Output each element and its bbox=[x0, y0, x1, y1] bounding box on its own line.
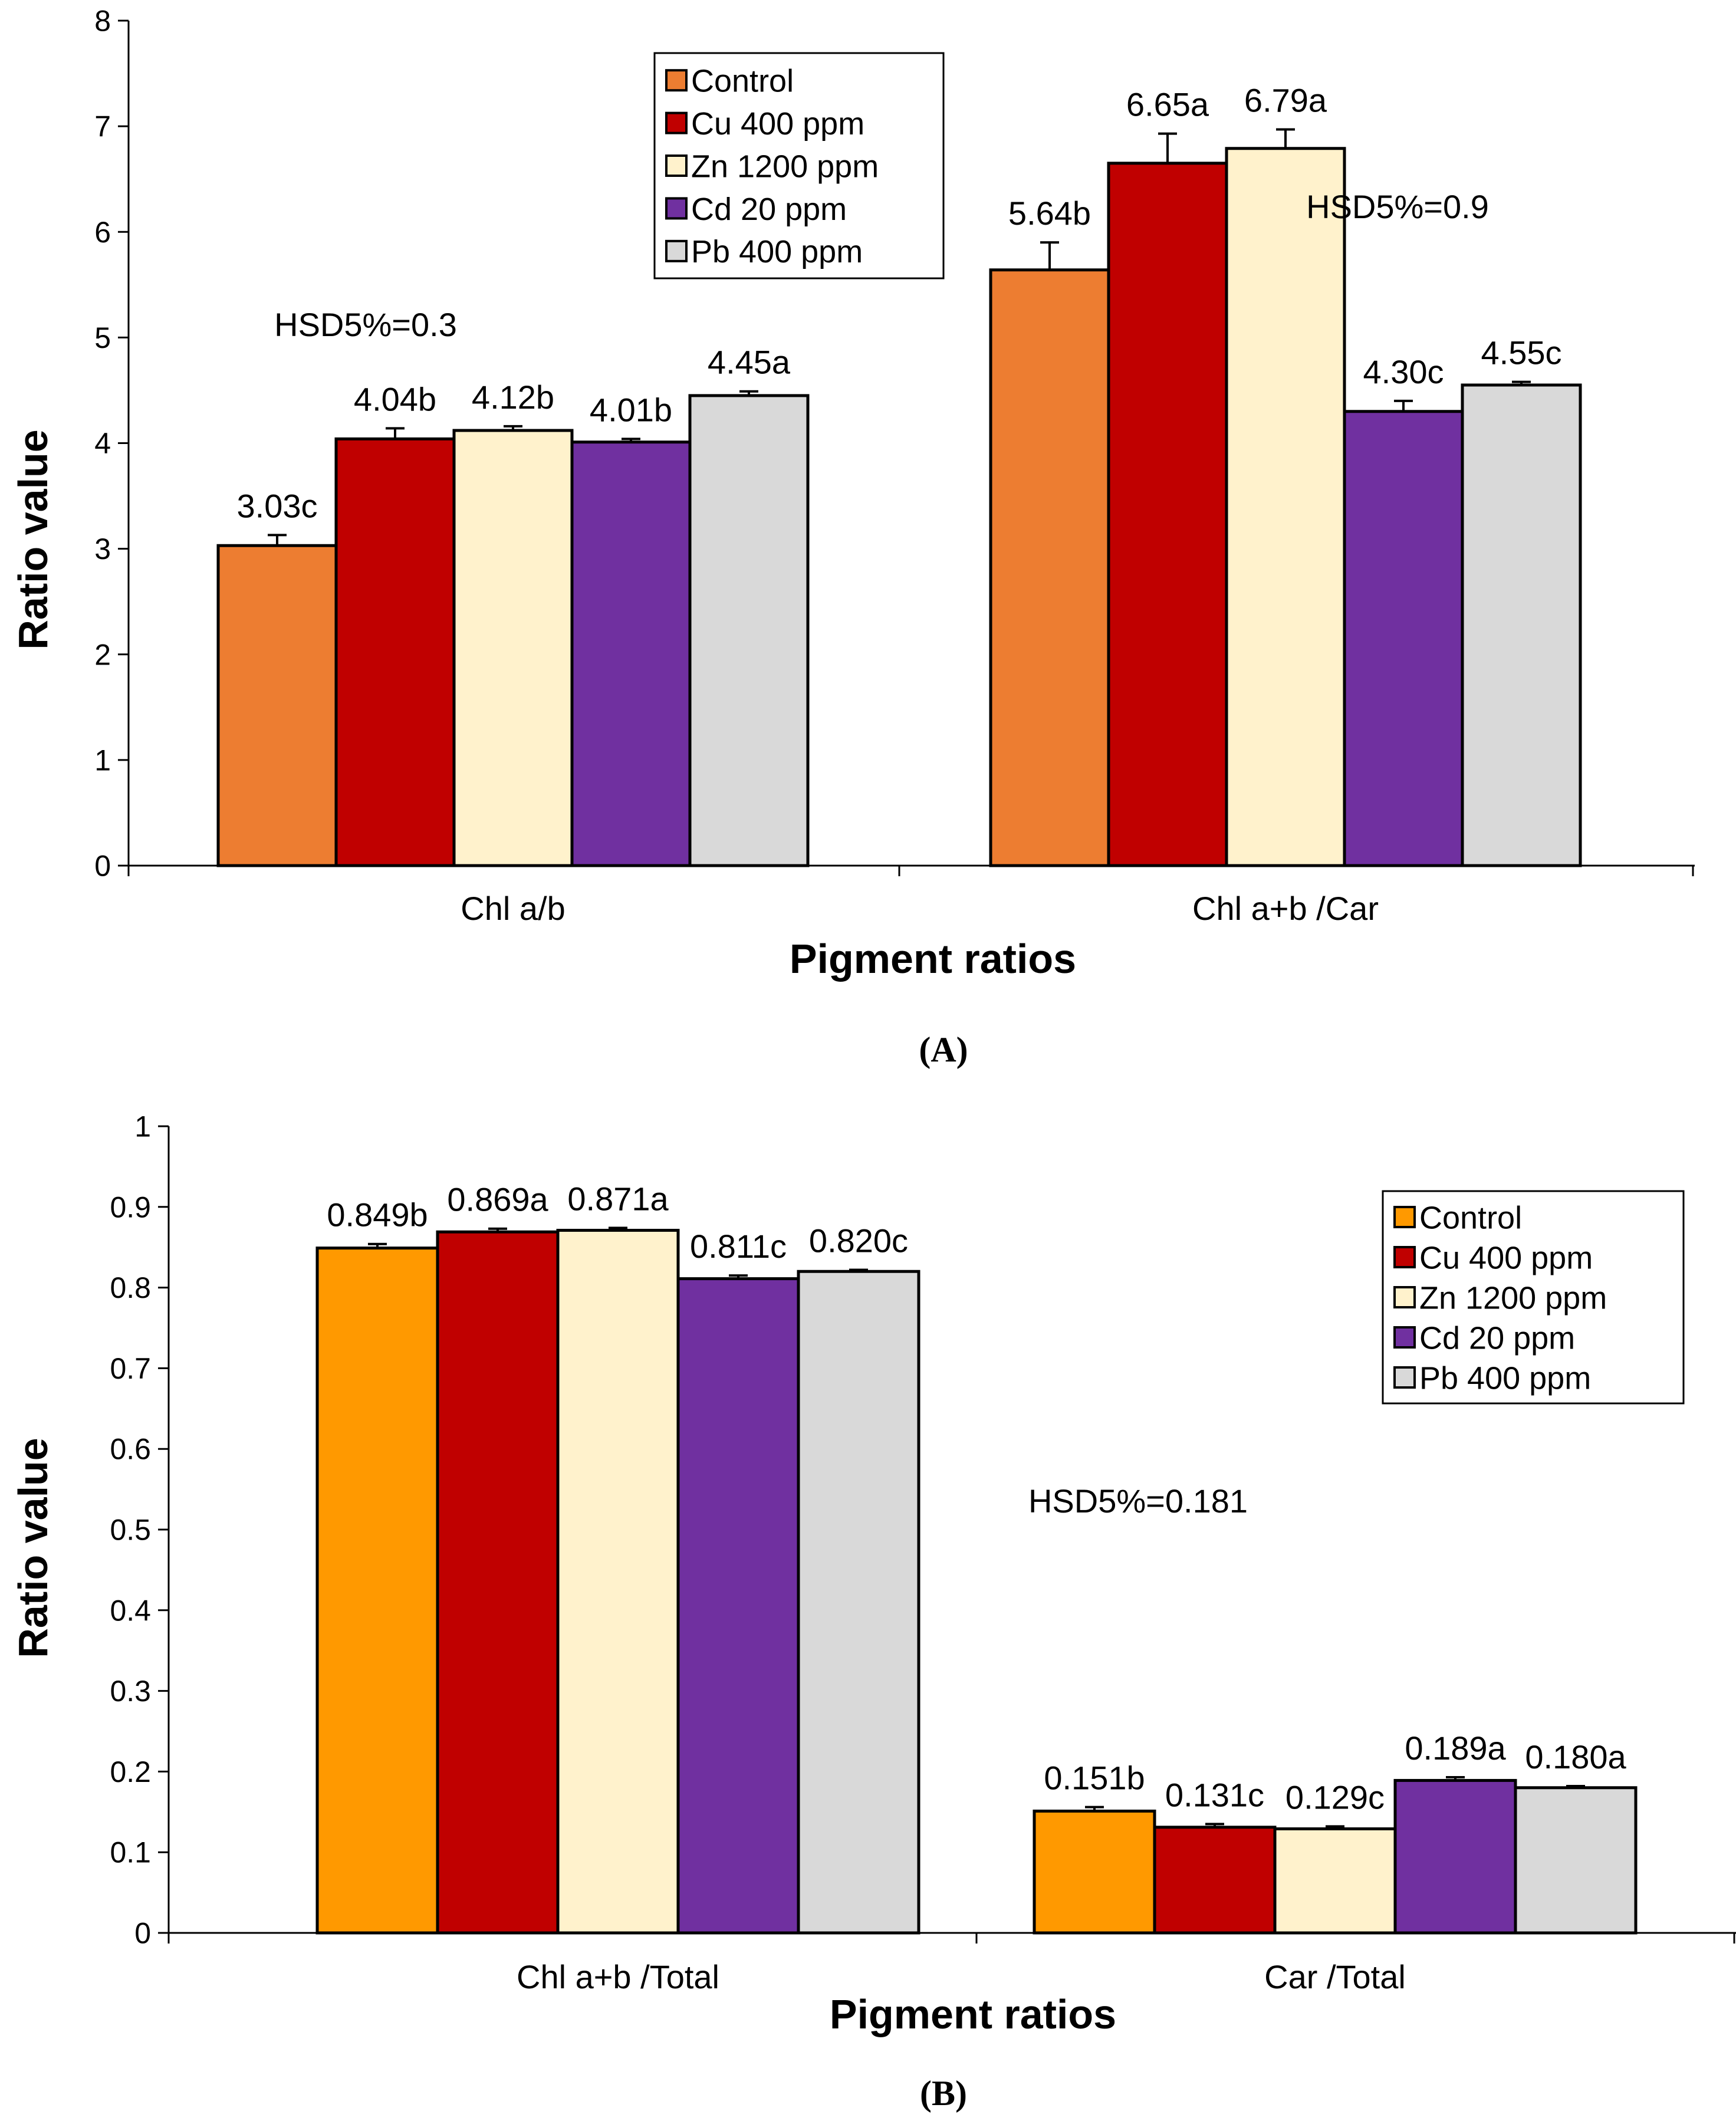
chart-2-data-label: 0.189a bbox=[1405, 1729, 1506, 1767]
chart-2-hsd-annotation: HSD5%=0.181 bbox=[1028, 1482, 1248, 1520]
chart-2-legend-swatch-zn-1200-ppm bbox=[1393, 1286, 1416, 1308]
chart-1-data-label: 4.55c bbox=[1481, 334, 1562, 371]
chart-1-x-tick-label: Chl a+b /Car bbox=[1192, 890, 1379, 927]
chart-2-y-tick-label: 0.5 bbox=[110, 1514, 151, 1547]
chart-2-legend-label-cd-20-ppm: Cd 20 ppm bbox=[1419, 1320, 1575, 1356]
chart-2-y-tick-label: 0.4 bbox=[110, 1594, 151, 1627]
chart-1-legend-swatch-cu-400-ppm bbox=[665, 111, 688, 134]
chart-2-bar-control-chl-a-b-total bbox=[315, 1247, 439, 1935]
chart-2-legend-swatch-control bbox=[1393, 1206, 1416, 1228]
chart-1-bar-cd-20-ppm-chl-a-b-car bbox=[1343, 410, 1464, 867]
chart-1-hsd-annotation: HSD5%=0.9 bbox=[1306, 188, 1489, 225]
chart-2-y-tick-label: 0.1 bbox=[110, 1836, 151, 1869]
chart-1-bar-control-chl-a-b bbox=[216, 544, 338, 867]
chart-2-y-tick-label: 0.8 bbox=[110, 1271, 151, 1304]
chart-1-legend-swatch-control bbox=[665, 69, 688, 92]
chart-1-legend-swatch-pb-400-ppm bbox=[665, 239, 688, 262]
chart-1-legend-swatch-cd-20-ppm bbox=[665, 197, 688, 220]
chart-1-legend-label-zn-1200-ppm: Zn 1200 ppm bbox=[691, 149, 879, 184]
chart-2-bar-cu-400-ppm-car-total bbox=[1153, 1826, 1277, 1935]
chart-1-y-tick-label: 3 bbox=[94, 532, 111, 565]
chart-1-x-tick-label: Chl a/b bbox=[461, 890, 565, 927]
chart-1-data-label: 4.45a bbox=[708, 344, 791, 381]
chart-2-legend-box bbox=[1382, 1190, 1685, 1405]
chart-1-data-label: 3.03c bbox=[237, 487, 318, 524]
chart-2-data-label: 0.180a bbox=[1525, 1738, 1626, 1775]
chart-2-bar-zn-1200-ppm-chl-a-b-total bbox=[556, 1228, 680, 1935]
chart-2-legend-label-pb-400-ppm: Pb 400 ppm bbox=[1419, 1360, 1591, 1396]
chart-2-y-axis-title: Ratio value bbox=[10, 1438, 56, 1658]
chart-1-y-tick-label: 8 bbox=[94, 5, 111, 38]
chart-1-bar-pb-400-ppm-chl-a-b-car bbox=[1461, 383, 1582, 867]
chart-1-y-tick-label: 1 bbox=[94, 744, 111, 777]
chart-2-legend-label-control: Control bbox=[1419, 1200, 1522, 1235]
chart-2-bar-control-car-total bbox=[1033, 1809, 1156, 1935]
chart-1-hsd-annotation: HSD5%=0.3 bbox=[274, 306, 457, 343]
chart-2-data-label: 0.849b bbox=[327, 1196, 428, 1234]
chart-1-legend-box bbox=[653, 52, 945, 279]
chart-1-bar-cd-20-ppm-chl-a-b bbox=[570, 440, 692, 867]
chart-1-legend-swatch-zn-1200-ppm bbox=[665, 154, 688, 177]
chart-2-y-tick-label: 0.7 bbox=[110, 1352, 151, 1385]
chart-2-x-tick-label: Car /Total bbox=[1264, 1958, 1406, 1995]
chart-1-y-tick-label: 5 bbox=[94, 321, 111, 354]
chart-1-legend-label-cd-20-ppm: Cd 20 ppm bbox=[691, 192, 847, 227]
chart-1-bar-control-chl-a-b-car bbox=[989, 268, 1110, 867]
chart-1-bar-cu-400-ppm-chl-a-b-car bbox=[1107, 162, 1228, 867]
chart-1-data-label: 5.64b bbox=[1008, 195, 1091, 232]
chart-2-y-tick-label: 0.6 bbox=[110, 1433, 151, 1466]
chart-1-data-label: 6.79a bbox=[1244, 81, 1327, 119]
chart-1-legend-label-cu-400-ppm: Cu 400 ppm bbox=[691, 106, 864, 142]
chart-1-y-tick-label: 6 bbox=[94, 216, 111, 249]
chart-2-bar-cd-20-ppm-car-total bbox=[1393, 1778, 1517, 1935]
chart-1-y-tick-label: 0 bbox=[94, 850, 111, 883]
chart-2-bar-cd-20-ppm-chl-a-b-total bbox=[676, 1277, 800, 1935]
chart-2-x-axis-title: Pigment ratios bbox=[830, 1991, 1116, 2037]
chart-2-bar-zn-1200-ppm-car-total bbox=[1273, 1827, 1397, 1935]
chart-2-data-label: 0.131c bbox=[1165, 1776, 1264, 1813]
chart-2-legend-label-cu-400-ppm: Cu 400 ppm bbox=[1419, 1240, 1593, 1275]
chart-2-bar-pb-400-ppm-chl-a-b-total bbox=[797, 1270, 920, 1935]
chart-2-y-tick-label: 1 bbox=[134, 1110, 151, 1143]
chart-2-legend-swatch-pb-400-ppm bbox=[1393, 1366, 1416, 1389]
chart-1-legend-label-pb-400-ppm: Pb 400 ppm bbox=[691, 234, 863, 269]
chart-2-y-tick-label: 0.3 bbox=[110, 1675, 151, 1708]
chart-1-y-tick-label: 4 bbox=[94, 427, 111, 460]
chart-1-bar-pb-400-ppm-chl-a-b bbox=[688, 394, 810, 867]
chart-1-y-tick-label: 2 bbox=[94, 638, 111, 671]
chart-1-y-axis-title: Ratio value bbox=[10, 429, 56, 649]
chart-2-y-tick-label: 0 bbox=[134, 1917, 151, 1950]
chart-1-bar-zn-1200-ppm-chl-a-b-car bbox=[1225, 147, 1346, 867]
chart-1-data-label: 4.12b bbox=[472, 379, 554, 416]
chart-2-x-tick-label: Chl a+b /Total bbox=[517, 1958, 719, 1995]
chart-2-bar-cu-400-ppm-chl-a-b-total bbox=[436, 1230, 560, 1935]
chart-2-legend-label-zn-1200-ppm: Zn 1200 ppm bbox=[1419, 1280, 1607, 1316]
chart-1-y-tick-label: 7 bbox=[94, 110, 111, 143]
chart-2-legend-swatch-cu-400-ppm bbox=[1393, 1246, 1416, 1268]
chart-2-y-tick-label: 0.9 bbox=[110, 1191, 151, 1224]
chart-1-legend-label-control: Control bbox=[691, 64, 794, 99]
chart-1-bar-zn-1200-ppm-chl-a-b bbox=[452, 429, 574, 867]
chart-1-panel-label: (A) bbox=[919, 1030, 968, 1069]
chart-2-bar-pb-400-ppm-car-total bbox=[1514, 1786, 1638, 1935]
chart-2-data-label: 0.811c bbox=[690, 1228, 787, 1265]
chart-1-data-label: 6.65a bbox=[1126, 86, 1209, 123]
chart-1-data-label: 4.01b bbox=[590, 391, 672, 428]
chart-1-data-label: 4.04b bbox=[354, 380, 436, 417]
chart-2-data-label: 0.871a bbox=[567, 1180, 669, 1217]
chart-2-data-label: 0.820c bbox=[809, 1222, 908, 1260]
chart-2-legend-swatch-cd-20-ppm bbox=[1393, 1326, 1416, 1349]
chart-2-y-tick-label: 0.2 bbox=[110, 1755, 151, 1788]
chart-2-data-label: 0.869a bbox=[447, 1181, 548, 1218]
chart-1-data-label: 4.30c bbox=[1363, 353, 1444, 390]
chart-2-panel-label: (B) bbox=[920, 2074, 967, 2113]
chart-2-data-label: 0.151b bbox=[1044, 1760, 1145, 1797]
chart-2-data-label: 0.129c bbox=[1285, 1778, 1385, 1816]
chart-1-x-axis-title: Pigment ratios bbox=[790, 936, 1076, 982]
chart-1-bar-cu-400-ppm-chl-a-b bbox=[334, 437, 456, 867]
